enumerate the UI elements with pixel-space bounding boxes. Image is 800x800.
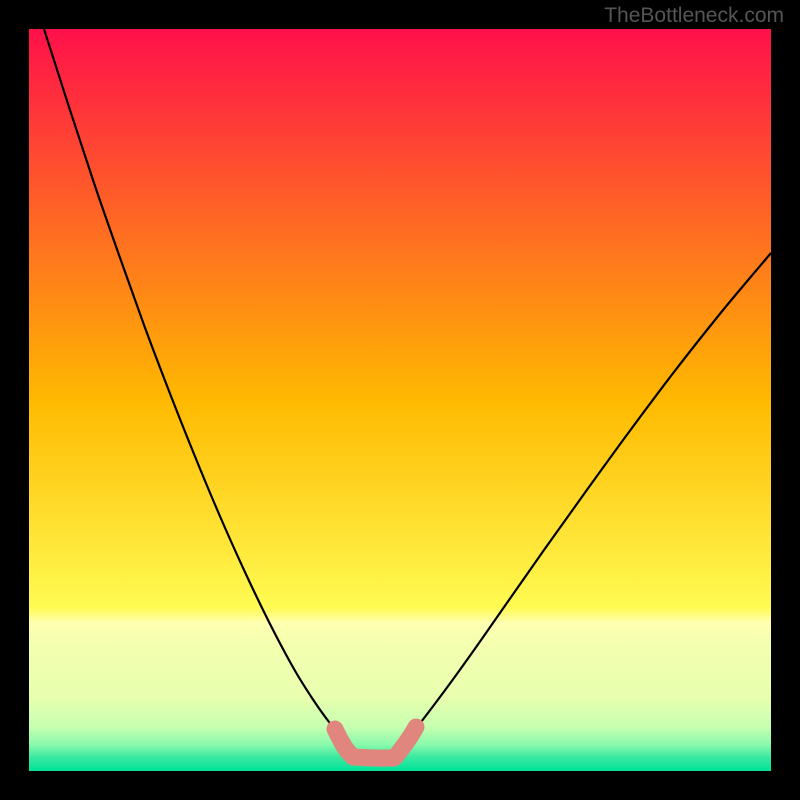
chart-svg [29, 29, 771, 771]
watermark-text: TheBottleneck.com [604, 4, 784, 28]
chart-plot-area [29, 29, 771, 771]
chart-background [29, 29, 771, 771]
